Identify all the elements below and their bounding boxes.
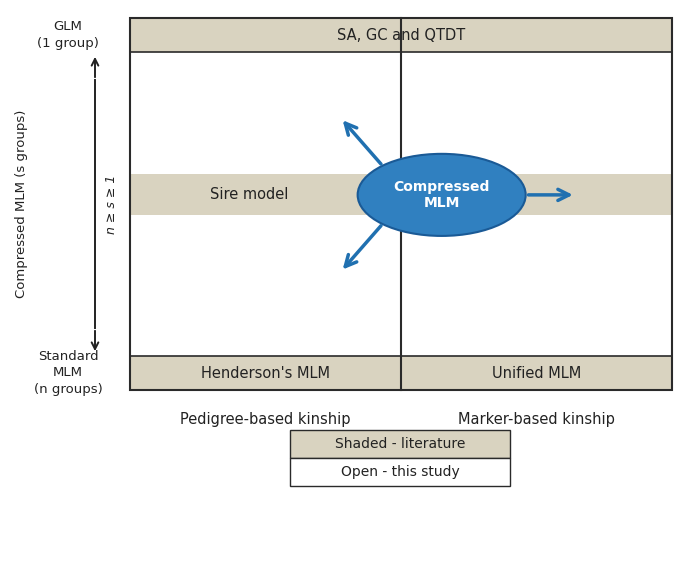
Text: Marker-based kinship: Marker-based kinship [458,412,615,427]
Bar [290,430,510,458]
Text: GLM
(1 group): GLM (1 group) [37,21,99,50]
Bar [130,356,672,390]
Text: n ≥ s ≥ 1: n ≥ s ≥ 1 [105,175,119,234]
Text: Sire model: Sire model [210,187,288,202]
Bar [130,18,672,390]
Text: Henderson's MLM: Henderson's MLM [201,366,330,381]
Text: Pedigree-based kinship: Pedigree-based kinship [180,412,351,427]
Ellipse shape [358,154,525,236]
Text: Compressed MLM (s groups): Compressed MLM (s groups) [16,110,29,298]
Text: Compressed
MLM: Compressed MLM [393,180,490,210]
Text: SA, GC and QTDT: SA, GC and QTDT [337,28,465,43]
Text: Shaded - literature: Shaded - literature [335,437,465,451]
Text: Unified MLM: Unified MLM [492,366,581,381]
Bar [290,458,510,486]
Text: Standard
MLM
(n groups): Standard MLM (n groups) [34,351,102,396]
Text: Open - this study: Open - this study [340,465,460,479]
Bar [130,175,672,215]
Bar [130,18,672,52]
